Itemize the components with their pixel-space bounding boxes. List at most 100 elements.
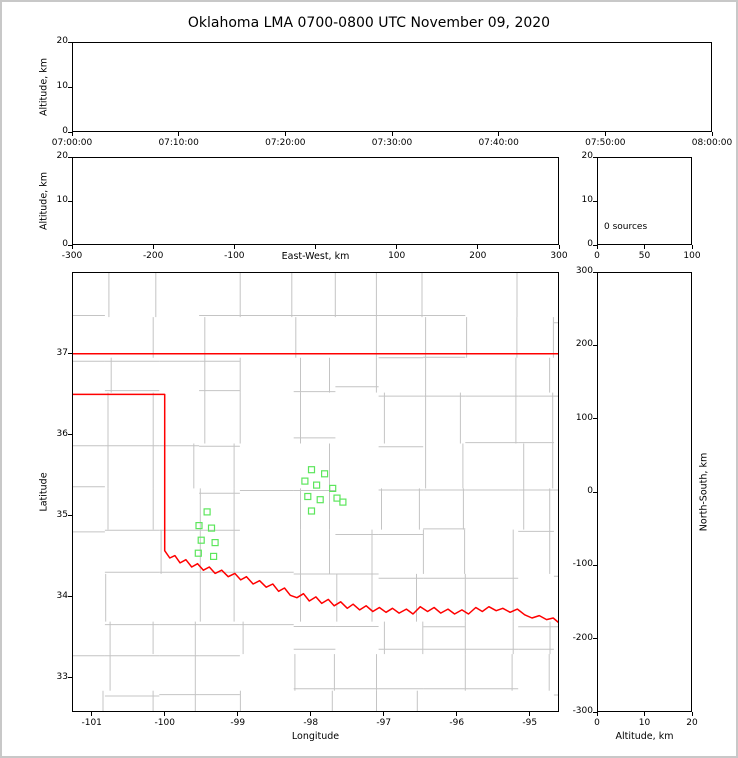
x-tick-mark <box>596 245 598 249</box>
x-tick-mark <box>644 245 645 249</box>
lma-station-marker <box>329 484 337 492</box>
x-tick-mark <box>558 245 560 249</box>
chart-title: Oklahoma LMA 0700-0800 UTC November 09, … <box>187 15 551 31</box>
x-tick-mark <box>391 132 393 136</box>
x-tick-label: -200 <box>142 251 164 261</box>
x-tick-mark <box>178 132 180 136</box>
y-tick-mark <box>68 596 72 598</box>
x-tick-label: -97 <box>376 718 392 728</box>
x-tick-label: 08:00:00 <box>691 138 733 148</box>
x-tick-label: 07:00:00 <box>51 138 93 148</box>
lma-station-marker <box>307 507 316 515</box>
y-tick-mark <box>68 677 72 679</box>
lma-station-marker <box>195 522 203 530</box>
x-tick-mark <box>71 132 73 136</box>
x-tick-label: -300 <box>61 251 83 261</box>
y-tick-mark <box>593 564 597 566</box>
x-tick-mark <box>152 245 154 249</box>
x-tick-mark <box>315 245 316 249</box>
y-tick-mark <box>593 156 597 158</box>
x-tick-label: -99 <box>230 718 246 728</box>
y-tick-label: 100 <box>575 412 593 423</box>
lma-station-marker <box>210 552 218 560</box>
lma-station-marker <box>203 508 211 516</box>
x-tick-label: 300 <box>550 251 568 261</box>
x-tick-label: 20 <box>686 718 698 728</box>
lma-station-marker <box>207 524 216 532</box>
y-tick-mark <box>593 200 597 202</box>
panel-northsouth-height <box>597 272 692 712</box>
y-tick-mark <box>593 491 597 493</box>
x-axis-label: East-West, km <box>267 251 364 262</box>
x-tick-mark <box>644 712 645 716</box>
y-tick-mark <box>68 131 72 133</box>
y-tick-mark <box>68 515 72 517</box>
y-tick-label: 36 <box>56 428 68 439</box>
x-tick-label: 50 <box>638 251 651 261</box>
x-tick-label: 07:30:00 <box>371 138 413 148</box>
y-tick-mark <box>68 244 72 246</box>
x-tick-label: 0 <box>594 251 600 261</box>
y-tick-label: 200 <box>575 339 593 350</box>
x-tick-mark <box>498 132 500 136</box>
lma-station-marker <box>211 539 219 547</box>
y-tick-label: 10 <box>581 195 593 205</box>
x-tick-label: -98 <box>303 718 319 728</box>
y-axis-label-right: North-South, km <box>698 452 710 532</box>
x-tick-label: 0 <box>594 718 600 728</box>
y-tick-label: 33 <box>56 671 68 682</box>
x-tick-label: 10 <box>638 718 651 728</box>
y-tick-label: 20 <box>581 151 593 161</box>
y-tick-mark <box>593 638 597 640</box>
x-tick-mark <box>237 712 239 716</box>
y-tick-label: -100 <box>572 559 593 570</box>
y-axis-label: Altitude, km <box>38 172 50 230</box>
x-tick-mark <box>529 712 531 716</box>
lma-station-marker <box>316 496 324 504</box>
x-tick-label: -96 <box>449 718 465 728</box>
lma-station-marker <box>301 477 309 485</box>
x-tick-mark <box>456 712 458 716</box>
lma-station-marker <box>313 481 321 489</box>
x-tick-mark <box>233 245 235 249</box>
y-tick-mark <box>68 41 72 43</box>
y-tick-mark <box>593 711 597 713</box>
x-tick-label: 100 <box>683 251 701 261</box>
y-tick-label: 0 <box>587 239 593 249</box>
y-tick-label: 34 <box>56 590 68 601</box>
panel-time-height <box>72 42 712 132</box>
x-tick-mark <box>164 712 166 716</box>
map-canvas <box>72 272 559 712</box>
y-tick-label: 10 <box>56 195 68 205</box>
lma-station-marker <box>333 494 341 502</box>
y-tick-mark <box>68 86 72 88</box>
sources-count-label: 0 sources <box>604 222 648 232</box>
x-tick-label: 07:40:00 <box>478 138 519 148</box>
x-tick-mark <box>596 712 598 716</box>
x-tick-label: 07:10:00 <box>158 138 199 148</box>
y-tick-label: 300 <box>575 266 593 276</box>
lma-station-marker <box>339 498 347 506</box>
y-tick-label: -200 <box>572 632 593 643</box>
panel-plan-view-map <box>72 272 559 712</box>
x-tick-label: -100 <box>154 718 175 728</box>
x-tick-label: 200 <box>469 251 487 261</box>
y-tick-label: 0 <box>62 126 68 136</box>
x-axis-label: Longitude <box>291 731 340 742</box>
y-axis-label: Latitude <box>38 472 50 512</box>
x-tick-label: -100 <box>224 251 245 261</box>
x-tick-label: 07:50:00 <box>585 138 626 148</box>
x-tick-label: 07:20:00 <box>265 138 306 148</box>
y-tick-mark <box>68 200 72 202</box>
y-tick-label: 20 <box>56 36 68 46</box>
y-tick-mark <box>68 156 72 158</box>
state-border-west-south <box>72 393 559 624</box>
y-tick-mark <box>593 344 597 346</box>
x-tick-mark <box>477 245 479 249</box>
x-tick-mark <box>310 712 312 716</box>
lma-station-marker <box>194 549 202 557</box>
lma-stations <box>194 466 347 560</box>
x-tick-label: -95 <box>522 718 538 728</box>
x-tick-label: 100 <box>388 251 406 261</box>
